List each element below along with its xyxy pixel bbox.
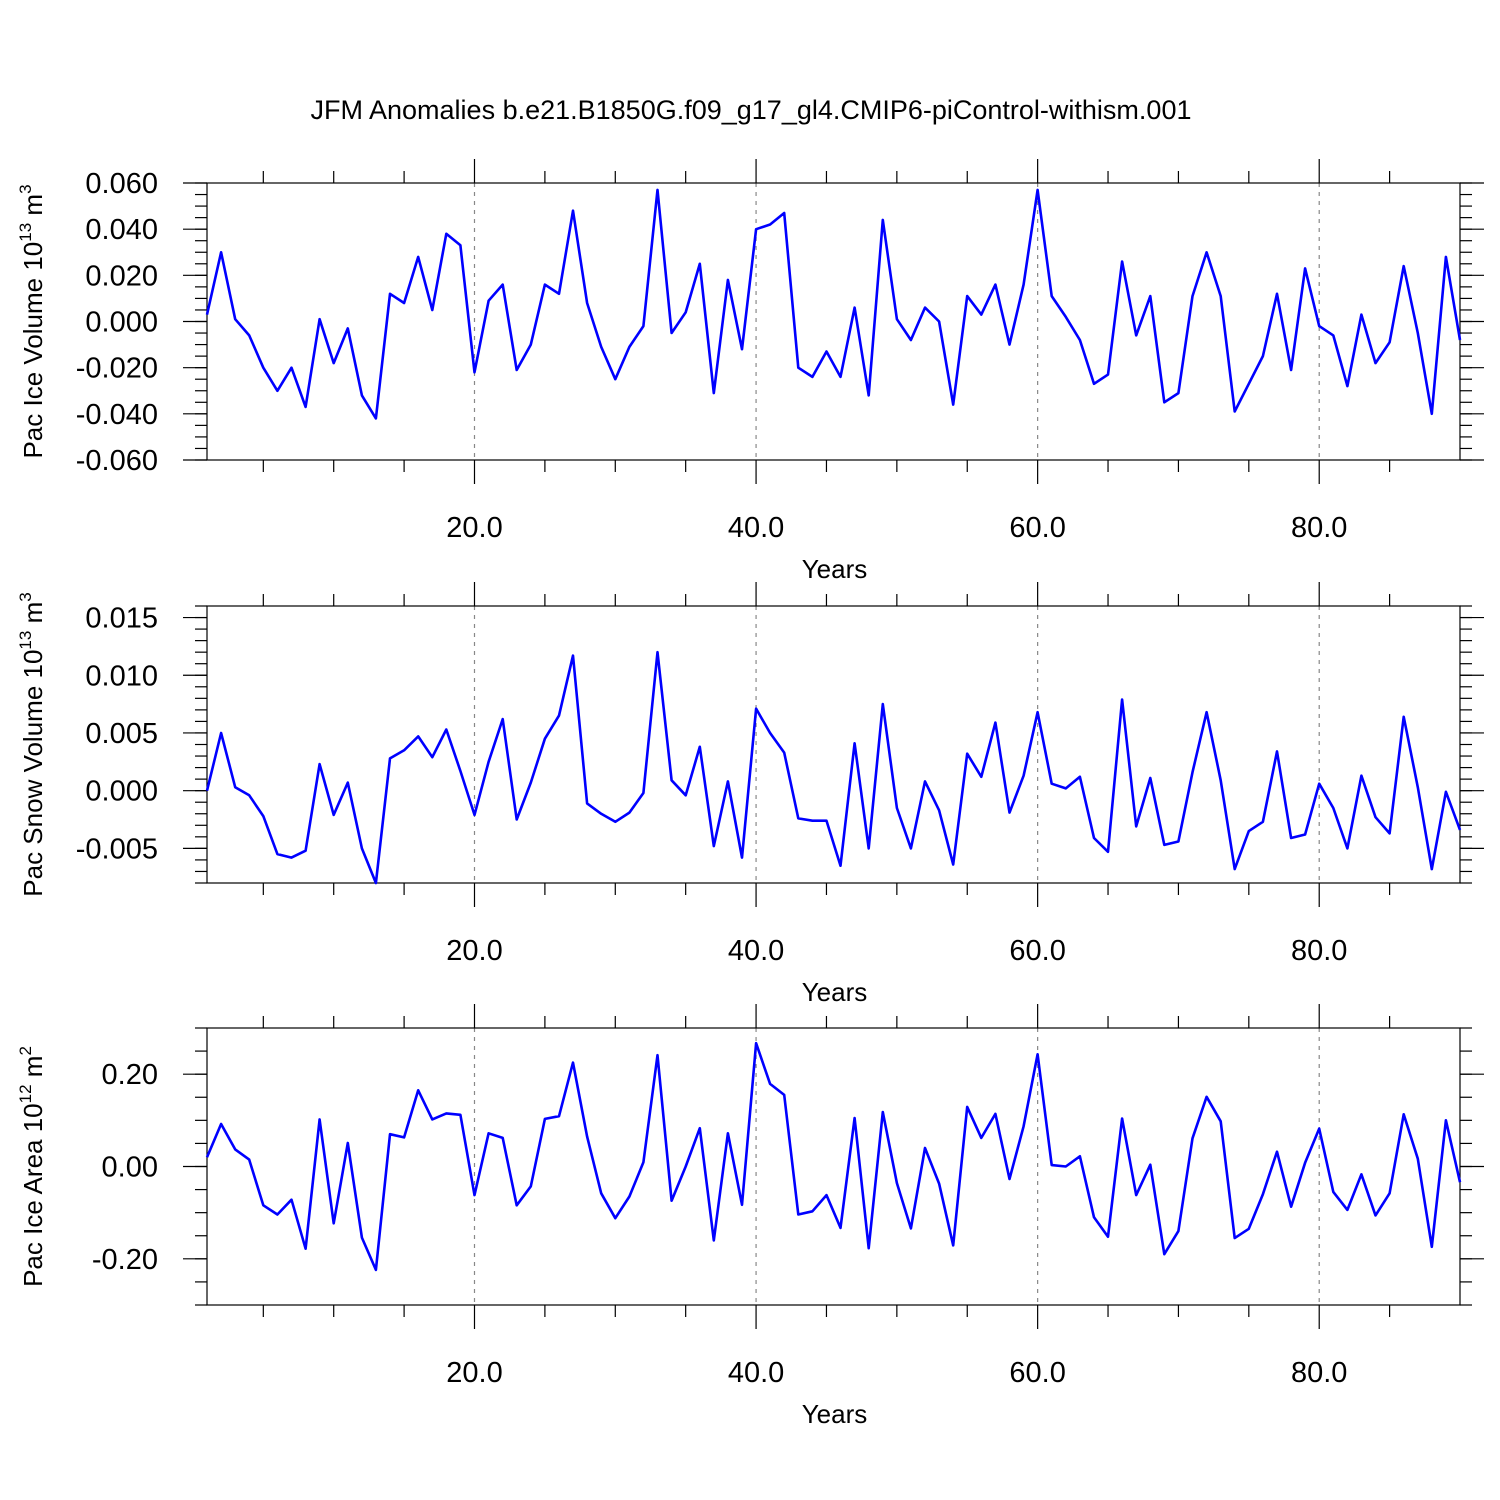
x-tick-label: 80.0 bbox=[1291, 512, 1347, 544]
series-line bbox=[205, 1041, 1462, 1272]
y-axis-label-part: Pac Ice Area 10 bbox=[18, 1103, 48, 1287]
x-tick-label: 20.0 bbox=[446, 512, 502, 544]
series-line bbox=[205, 188, 1462, 420]
y-tick-label: -0.020 bbox=[76, 353, 158, 385]
x-tick-label: 60.0 bbox=[1009, 935, 1065, 967]
y-tick-label: -0.040 bbox=[76, 399, 158, 431]
y-tick-label: 0.005 bbox=[85, 718, 158, 750]
y-axis-label-superscript: 13 bbox=[16, 631, 35, 650]
x-tick-label: 20.0 bbox=[446, 1357, 502, 1389]
plot-frame bbox=[206, 605, 1461, 884]
panels: 20.0 40.0 60.0 80.0 -0.060 -0.040 -0.020 0.000 0… bbox=[16, 159, 1484, 1429]
x-tick-label: 20.0 bbox=[446, 935, 502, 967]
y-tick-label: -0.005 bbox=[76, 833, 158, 865]
y-tick-label: 0.20 bbox=[102, 1059, 158, 1091]
y-axis-label: Pac Snow Volume 1013 m3 bbox=[16, 592, 48, 896]
x-axis-label: Years bbox=[802, 977, 868, 1007]
series-line bbox=[205, 650, 1462, 885]
y-tick-label: 0.020 bbox=[85, 260, 158, 292]
y-tick-label: -0.20 bbox=[92, 1244, 158, 1276]
y-axis-label-superscript: 2 bbox=[16, 1046, 35, 1055]
chart-panel-3: 20.0 40.0 60.0 80.0 -0.20 0.00 0.20 Years Pac Ic… bbox=[16, 1004, 1484, 1429]
y-tick-label: 0.060 bbox=[85, 168, 158, 200]
y-axis-label-superscript: 3 bbox=[16, 184, 35, 193]
x-tick-label: 40.0 bbox=[728, 935, 784, 967]
y-axis-label-part: m bbox=[18, 602, 48, 631]
figure-title: JFM Anomalies b.e21.B1850G.f09_g17_gl4.C… bbox=[311, 95, 1192, 125]
y-tick-label: 0.010 bbox=[85, 660, 158, 692]
plot-frame bbox=[206, 1027, 1461, 1306]
x-axis-label: Years bbox=[802, 554, 868, 584]
y-axis-label-superscript: 13 bbox=[16, 223, 35, 242]
y-axis-label-superscript: 12 bbox=[16, 1084, 35, 1103]
x-axis-label: Years bbox=[802, 1399, 868, 1429]
y-tick-label: 0.00 bbox=[102, 1152, 158, 1184]
y-tick-label: -0.060 bbox=[76, 445, 158, 477]
y-axis-label-part: Pac Ice Volume 10 bbox=[18, 242, 48, 459]
y-tick-label: 0.000 bbox=[85, 776, 158, 808]
x-tick-label: 40.0 bbox=[728, 1357, 784, 1389]
y-tick-label: 0.040 bbox=[85, 214, 158, 246]
y-tick-label: 0.015 bbox=[85, 603, 158, 635]
y-axis-label: Pac Ice Area 1012 m2 bbox=[16, 1046, 48, 1287]
x-tick-label: 60.0 bbox=[1009, 1357, 1065, 1389]
plot-frame bbox=[206, 182, 1461, 461]
chart-panel-2: 20.0 40.0 60.0 80.0 -0.005 0.000 0.005 0.010 0.0… bbox=[16, 582, 1484, 1007]
y-axis-label-part: m bbox=[18, 1056, 48, 1085]
y-axis-label-superscript: 3 bbox=[16, 592, 35, 601]
y-axis-label-part: m bbox=[18, 194, 48, 223]
y-axis-label-part: Pac Snow Volume 10 bbox=[18, 650, 48, 897]
x-tick-label: 40.0 bbox=[728, 512, 784, 544]
x-tick-label: 60.0 bbox=[1009, 512, 1065, 544]
chart-panel-1: 20.0 40.0 60.0 80.0 -0.060 -0.040 -0.020 0.000 0… bbox=[16, 159, 1484, 584]
y-axis-label: Pac Ice Volume 1013 m3 bbox=[16, 184, 48, 458]
y-tick-label: 0.000 bbox=[85, 307, 158, 339]
x-tick-label: 80.0 bbox=[1291, 1357, 1347, 1389]
x-tick-label: 80.0 bbox=[1291, 935, 1347, 967]
